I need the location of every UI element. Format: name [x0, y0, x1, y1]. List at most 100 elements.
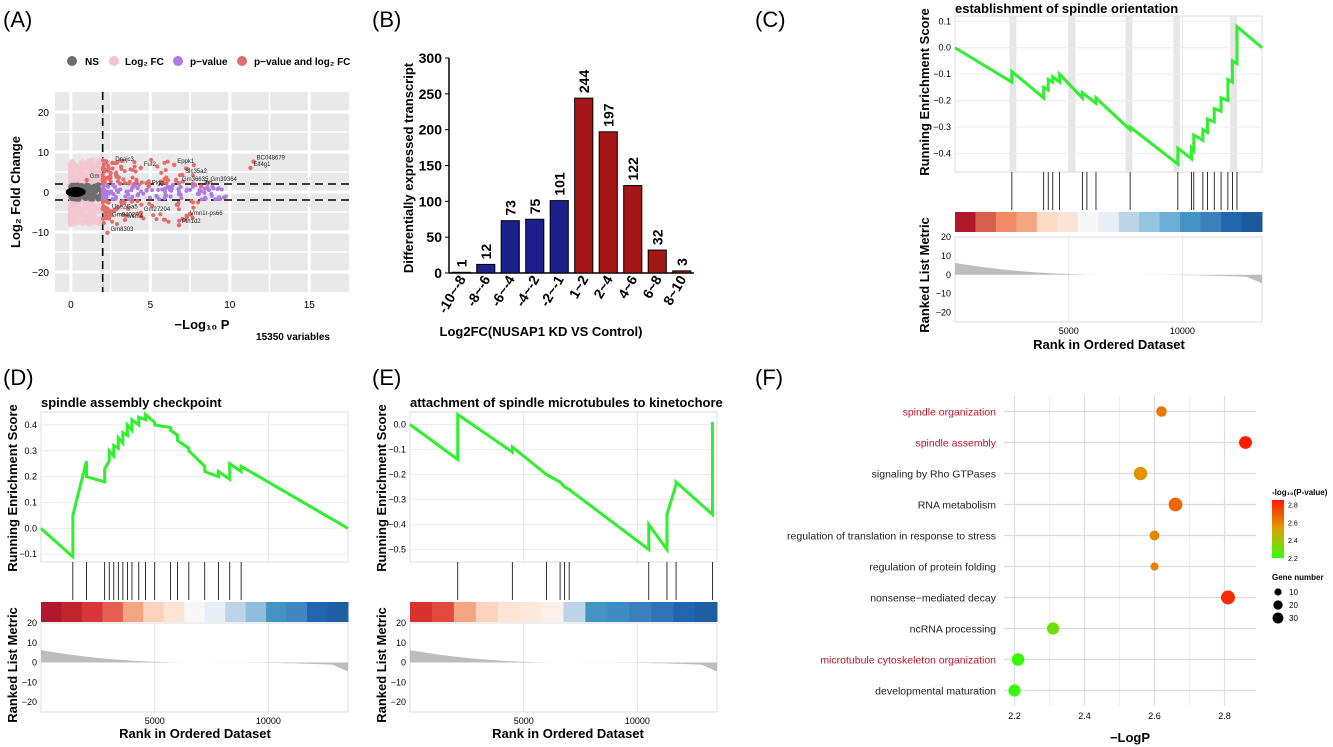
volcano-point-both [100, 198, 105, 203]
volcano-point-both [154, 217, 159, 222]
gsea-metric-tick: 0 [32, 658, 37, 668]
volcano-point-both [114, 174, 119, 179]
bar-value-label: 3 [674, 258, 690, 266]
gsea-d-x-title: Rank in Ordered Dataset [119, 726, 271, 741]
gsea-rank-heat-cell [102, 602, 124, 622]
volcano-point-both [106, 200, 111, 205]
gsea-rank-heat-cell [1221, 212, 1243, 232]
gsea-es-tick: 0.0 [24, 523, 37, 533]
volcano-point-pvalue [136, 192, 141, 197]
volcano-point-both [102, 180, 107, 185]
volcano-gene-point [199, 184, 204, 189]
dot-point [1133, 466, 1148, 481]
size-legend-marker [1274, 588, 1282, 596]
volcano-point-pvalue [139, 189, 144, 194]
bar-x-tick: 2~4 [590, 272, 616, 301]
volcano-point-both [107, 176, 112, 181]
volcano-point-both [196, 200, 201, 205]
bar-x-tick: -8~-6 [463, 272, 493, 309]
gsea-highlight-band [1230, 16, 1237, 172]
bar-x-tick: 4~6 [615, 272, 641, 301]
gsea-e-title: attachment of spindle microtubules to ki… [410, 395, 723, 410]
gsea-x-tick: 5000 [145, 716, 165, 726]
volcano-point-both [101, 221, 106, 226]
gsea-rank-heat-cell [541, 602, 564, 622]
gsea-es-tick: 0.4 [24, 420, 37, 430]
gsea-es-tick: −0.2 [933, 96, 951, 106]
volcano-point-both [123, 181, 128, 186]
volcano-gene-label: Mtm4 [128, 214, 144, 220]
volcano-gene-point [106, 208, 112, 213]
gsea-highlight-band [1009, 16, 1017, 172]
volcano-point-pvalue [129, 188, 134, 193]
panel-label-c: (C) [755, 7, 786, 32]
gsea-rank-heat-cell [1200, 212, 1222, 232]
gsea-rank-heat-cell [81, 602, 103, 622]
bar [451, 271, 471, 274]
gsea-d-title: spindle assembly checkpoint [41, 395, 222, 410]
gsea-x-tick: 5000 [514, 716, 534, 726]
gsea-metric-area [955, 262, 1262, 284]
volcano-x-tick: 0 [68, 300, 74, 311]
gsea-metric-tick: 20 [396, 618, 406, 628]
panel-label-e: (E) [372, 365, 401, 390]
volcano-point-pvalue [176, 189, 181, 194]
volcano-gene-label: Ube2Ga5 [112, 204, 138, 210]
gsea-es-tick: −0.1 [388, 445, 406, 455]
panel-label-a: (A) [3, 7, 32, 32]
volcano-point-both [162, 217, 167, 222]
volcano-y-tick: −20 [32, 268, 49, 279]
volcano-gene-point [205, 180, 210, 185]
volcano-point-both [176, 207, 181, 212]
gsea-rank-heat-cell [431, 602, 455, 622]
gsea-rank-heat-cell [122, 602, 144, 622]
volcano-point-pvalue [168, 194, 173, 199]
volcano-point-pvalue [150, 188, 155, 193]
volcano-point-both [110, 166, 115, 171]
volcano-gene-label: Eppk1 [177, 159, 195, 165]
gsea-es-frame [40, 411, 349, 563]
gsea-es-line [409, 411, 714, 555]
volcano-point-pvalue [199, 197, 204, 202]
volcano-point-both [128, 167, 133, 172]
volcano-point-pvalue [217, 195, 222, 200]
bar-x-tick: -4~-2 [512, 272, 542, 309]
volcano-point-both [191, 173, 196, 178]
bar-x-tick: 8~10 [660, 272, 690, 307]
volcano-point-pvalue [100, 194, 105, 199]
gsea-es-tick: 0.3 [24, 446, 37, 456]
bar-value-label: 197 [600, 103, 616, 127]
size-legend-tick: 20 [1289, 601, 1298, 610]
volcano-point-both [122, 169, 127, 174]
gsea-es-tick: 0.2 [24, 472, 37, 482]
volcano-x-tick: 10 [224, 300, 236, 311]
gsea-es-tick: −0.3 [933, 122, 951, 132]
volcano-point-both [130, 175, 135, 180]
gsea-es-tick: −0.1 [19, 549, 37, 559]
volcano-point-both [132, 164, 137, 169]
gsea-es-tick: −0.4 [933, 148, 951, 158]
size-legend-marker [1273, 600, 1283, 610]
volcano-point-ns [88, 184, 94, 190]
gsea-metric-tick: −10 [936, 289, 951, 299]
volcano-point-pvalue [130, 194, 135, 199]
gsea-rank-heat-cell [410, 602, 433, 622]
bar-value-label: 122 [625, 157, 641, 181]
dot-point [1011, 653, 1025, 666]
volcano-point-both [187, 211, 192, 216]
volcano-point-both [180, 217, 185, 222]
volcano-point-pvalue [111, 192, 116, 197]
volcano-point-log2fc [90, 168, 97, 176]
gsea-es-tick: −0.1 [933, 69, 951, 79]
volcano-x-title: −Log₁₀ P [175, 317, 230, 332]
volcano-point-pvalue [100, 186, 105, 191]
volcano-gene-label: Dnajc3 [115, 157, 134, 163]
volcano-point-pvalue [213, 197, 218, 202]
volcano-gene-point [179, 172, 185, 177]
bar-value-label: 75 [527, 198, 543, 214]
dot-y-tick: spindle organization [903, 407, 997, 419]
gsea-rank-heat-cell [585, 602, 608, 622]
gsea-d-metric-title: Ranked List Metric [5, 607, 20, 723]
bar-y-tick: 150 [419, 158, 443, 174]
volcano-point-log2fc [79, 159, 86, 166]
